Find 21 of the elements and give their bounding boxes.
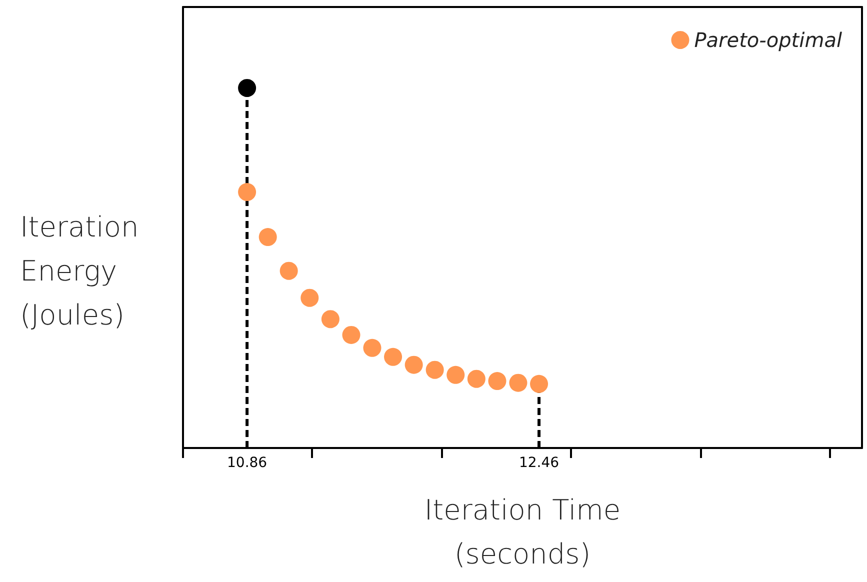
x-tick-label: 10.86 [227,455,268,471]
point [300,288,319,307]
point [384,348,402,366]
x-tick-label: 12.46 [518,455,560,471]
point [321,310,340,328]
point [446,366,465,384]
point [488,372,506,390]
legend-label: Pareto-optimal [694,28,842,52]
point [363,338,382,357]
point [404,356,423,374]
point [530,374,548,393]
point [467,370,486,388]
point [280,262,298,280]
y-axis-title: Iteration Energy (Joules) [20,210,139,332]
x-axis-title: Iteration Time (seconds) [424,494,621,570]
point [509,374,528,392]
point [426,360,444,379]
point [342,326,360,344]
point [238,79,256,97]
point [258,228,277,246]
point [238,183,256,202]
